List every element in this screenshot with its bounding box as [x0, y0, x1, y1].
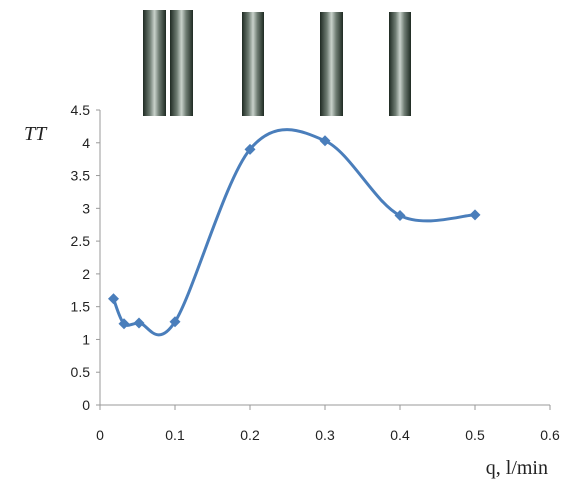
photo [320, 12, 343, 116]
photo [143, 10, 166, 116]
y-tick-label: 1.5 [71, 299, 91, 315]
series-line [112, 128, 476, 337]
x-axis-label: q, l/min [486, 457, 548, 479]
y-tick-label: 3.5 [71, 168, 91, 184]
y-tick-label: 2 [82, 266, 90, 282]
marker [118, 318, 130, 330]
x-tick-label: 0 [96, 427, 104, 443]
marker [319, 135, 331, 147]
photo [170, 10, 193, 116]
y-tick-label: 3 [82, 200, 90, 216]
y-tick-label: 0.5 [71, 364, 91, 380]
x-tick-label: 0.3 [315, 427, 335, 443]
photo [242, 12, 264, 116]
y-tick-label: 1 [82, 331, 90, 347]
marker [133, 317, 145, 329]
x-tick-label: 0.2 [240, 427, 260, 443]
y-tick-label: 4.5 [71, 102, 91, 118]
y-tick-label: 0 [82, 397, 90, 413]
marker [108, 293, 119, 305]
y-axis-label: TT [24, 123, 48, 145]
x-tick-label: 0.6 [540, 427, 560, 443]
x-tick-label: 0.5 [465, 427, 485, 443]
marker [469, 209, 481, 221]
x-tick-label: 0.4 [390, 427, 410, 443]
y-tick-label: 2.5 [71, 233, 91, 249]
photo [389, 12, 411, 116]
flow-photos [143, 10, 411, 116]
x-tick-label: 0.1 [165, 427, 185, 443]
marker [244, 143, 256, 155]
marker [169, 316, 181, 328]
marker [394, 210, 406, 222]
y-tick-label: 4 [82, 135, 90, 151]
